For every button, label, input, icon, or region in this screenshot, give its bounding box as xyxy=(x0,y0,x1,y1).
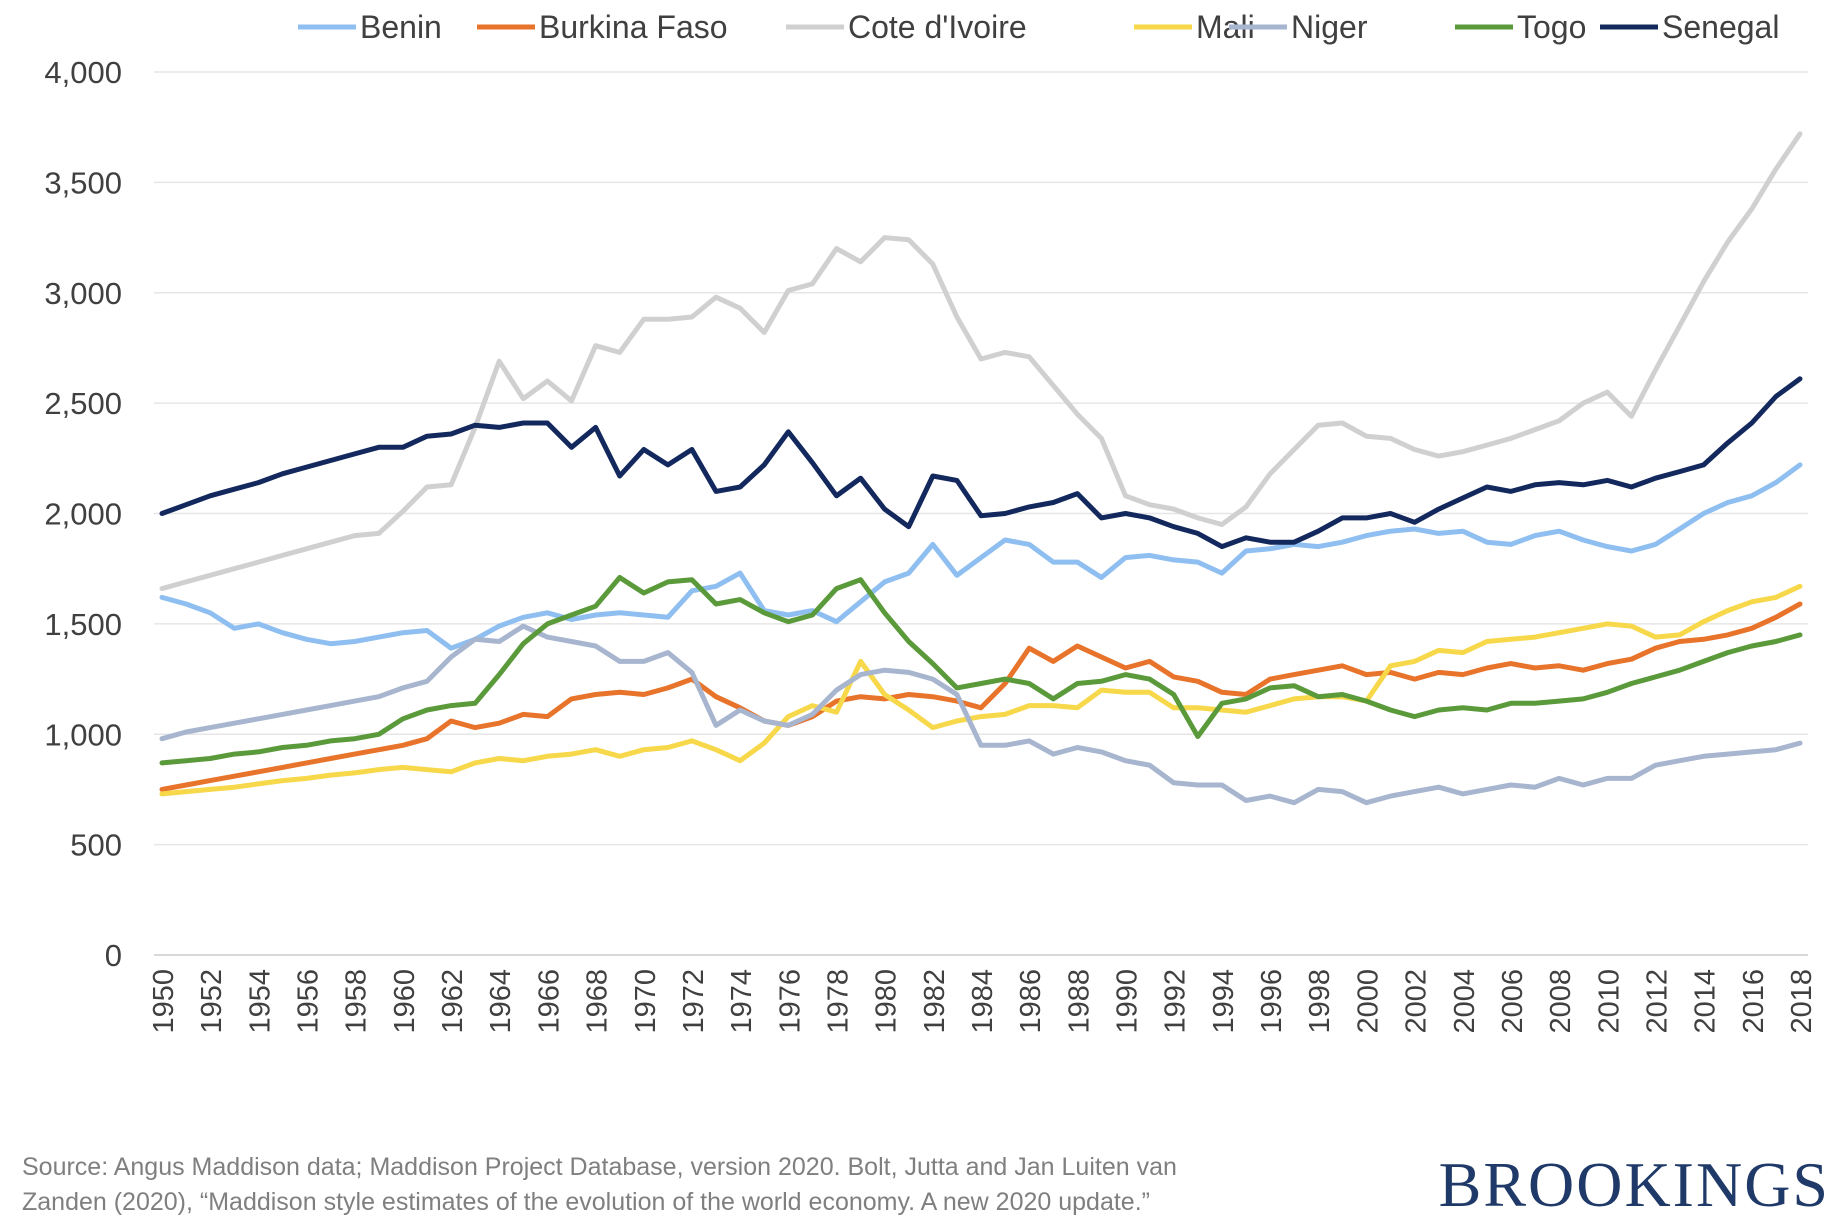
brookings-logo: BROOKINGS xyxy=(1438,1149,1830,1220)
x-tick-label: 1996 xyxy=(1256,969,1288,1034)
x-tick-label: 2018 xyxy=(1786,969,1818,1034)
legend-label: Benin xyxy=(360,9,442,45)
x-tick-label: 2016 xyxy=(1738,969,1770,1034)
y-tick-label: 1,000 xyxy=(44,717,122,752)
x-tick-label: 1952 xyxy=(196,969,228,1034)
legend-item-benin: Benin xyxy=(298,9,442,45)
y-axis-ticks: 0 500 1,000 1,500 2,000 2,500 3,000 3,500 4,000 xyxy=(44,55,122,973)
line-chart: 05001,0001,5002,0002,5003,0003,5004,000 … xyxy=(44,9,1818,1034)
x-tick-label: 1986 xyxy=(1015,969,1047,1034)
x-tick-label: 1978 xyxy=(822,969,854,1034)
legend-label: Cote d'Ivoire xyxy=(848,9,1027,45)
legend-item-cote-d-ivoire: Cote d'Ivoire xyxy=(786,9,1027,45)
x-tick-label: 1990 xyxy=(1112,969,1144,1034)
x-tick-label: 1998 xyxy=(1304,969,1336,1034)
x-tick-label: 2000 xyxy=(1352,969,1384,1034)
legend: Benin Burkina Faso Cote d'Ivoire Mali Niger T… xyxy=(298,9,1779,45)
x-tick-label: 1964 xyxy=(485,969,517,1034)
y-tick-label: 3,500 xyxy=(44,165,122,200)
x-tick-label: 1988 xyxy=(1063,969,1095,1034)
series-line-burkina-faso xyxy=(159,601,1803,792)
x-tick-label: 2014 xyxy=(1690,969,1722,1034)
x-tick-label: 2008 xyxy=(1545,969,1577,1034)
x-tick-label: 1980 xyxy=(871,969,903,1034)
x-tick-label: 1960 xyxy=(389,969,421,1034)
legend-item-senegal: Senegal xyxy=(1600,9,1779,45)
y-tick-label: 0 xyxy=(105,938,122,973)
x-tick-label: 2004 xyxy=(1449,969,1481,1034)
x-tick-label: 1968 xyxy=(582,969,614,1034)
x-tick-label: 1950 xyxy=(148,969,180,1034)
x-tick-label: 1958 xyxy=(341,969,373,1034)
x-tick-label: 1972 xyxy=(678,969,710,1034)
source-line-2: Zanden (2020), “Maddison style estimates… xyxy=(22,1188,1150,1216)
x-tick-label: 1984 xyxy=(967,969,999,1034)
x-tick-label: 1982 xyxy=(919,969,951,1034)
x-tick-label: 1962 xyxy=(437,969,469,1034)
source-line-1: Source: Angus Maddison data; Maddison Pr… xyxy=(22,1153,1177,1181)
y-tick-label: 2,500 xyxy=(44,386,122,421)
legend-item-togo: Togo xyxy=(1455,9,1586,45)
x-tick-label: 1992 xyxy=(1160,969,1192,1034)
x-tick-label: 1966 xyxy=(533,969,565,1034)
series-lines xyxy=(159,131,1803,806)
series-line-togo xyxy=(159,575,1803,766)
legend-label: Senegal xyxy=(1662,9,1779,45)
legend-item-niger: Niger xyxy=(1229,9,1368,45)
legend-item-burkina-faso: Burkina Faso xyxy=(477,9,728,45)
x-tick-label: 2010 xyxy=(1593,969,1625,1034)
x-tick-label: 2012 xyxy=(1641,969,1673,1034)
y-tick-label: 3,000 xyxy=(44,276,122,311)
series-line-senegal xyxy=(159,376,1803,550)
series-line-cote-d-ivoire xyxy=(159,131,1803,592)
x-tick-label: 2002 xyxy=(1401,969,1433,1034)
series-line-mali xyxy=(159,583,1803,797)
x-tick-label: 1954 xyxy=(244,969,276,1034)
gridlines xyxy=(154,71,1808,846)
legend-label: Niger xyxy=(1291,9,1368,45)
x-tick-label: 1970 xyxy=(630,969,662,1034)
y-tick-label: 2,000 xyxy=(44,497,122,532)
y-tick-label: 1,500 xyxy=(44,607,122,642)
x-axis-ticks: 1950 1952 1954 1956 1958 1960 1962 1964 1966 1968… xyxy=(148,969,1818,1034)
y-tick-label: 4,000 xyxy=(44,55,122,90)
y-tick-label: 500 xyxy=(70,828,122,863)
legend-label: Togo xyxy=(1517,9,1586,45)
x-tick-label: 1956 xyxy=(293,969,325,1034)
series-line-benin xyxy=(159,462,1803,651)
x-tick-label: 2006 xyxy=(1497,969,1529,1034)
x-tick-label: 1994 xyxy=(1208,969,1240,1034)
x-tick-label: 1974 xyxy=(726,969,758,1034)
legend-label: Burkina Faso xyxy=(539,9,728,45)
series-line-niger xyxy=(159,623,1803,806)
x-tick-label: 1976 xyxy=(774,969,806,1034)
